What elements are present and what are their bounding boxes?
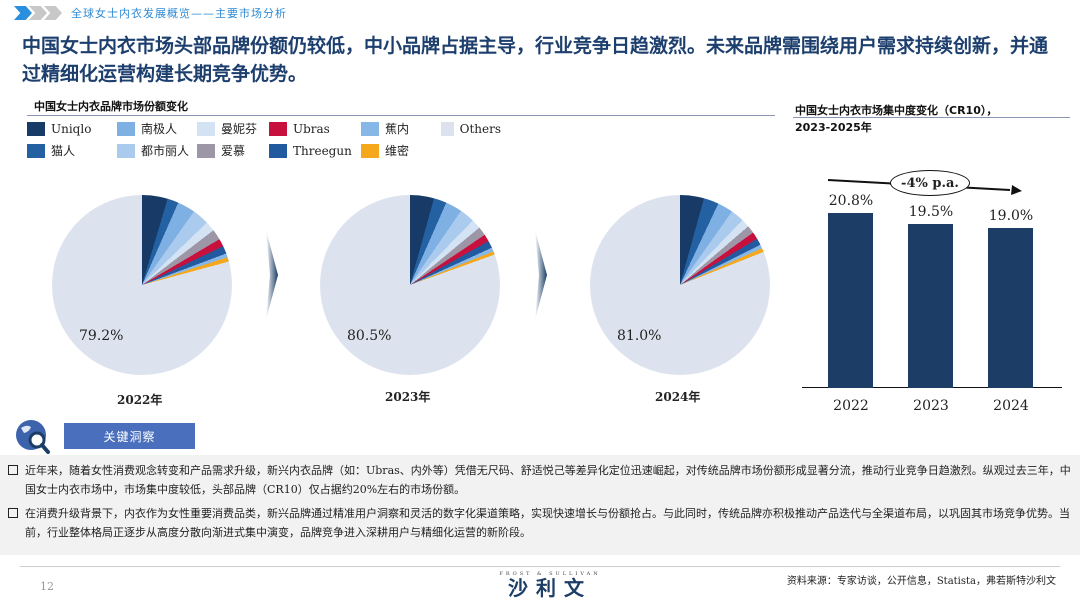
chevron-right-icon: [266, 230, 278, 320]
insight-bullet: 近年来，随着女性消费观念转变和产品需求升级，新兴内衣品牌（如：Ubras、内外等…: [8, 461, 1072, 499]
legend-item: 维密: [361, 142, 441, 159]
legend-item: Others: [441, 120, 501, 137]
legend-item: Ubras: [269, 120, 361, 137]
cagr-annotation: -4% p.a.: [890, 170, 970, 196]
legend-label: 都市丽人: [141, 144, 190, 158]
legend-label: 曼妮芬: [221, 122, 258, 136]
legend-swatch: [197, 143, 215, 158]
legend-swatch: [27, 143, 45, 158]
chevron-icon: [14, 6, 32, 20]
pie-year-label: 2022年: [117, 393, 163, 407]
pie-year-label: 2024年: [655, 390, 701, 404]
company-logo: FROST & SULLIVAN 沙利文: [480, 571, 620, 599]
insight-text: 在消费升级背景下，内衣作为女性重要消费品类，新兴品牌通过精准用户洞察和灵活的数字…: [25, 507, 1070, 539]
legend-label: 猫人: [51, 144, 76, 158]
others-share-label: 80.5%: [347, 328, 392, 344]
legend-item: Uniqlo: [27, 120, 117, 137]
bar-value-label: 20.8%: [828, 193, 874, 209]
cr10-bar-chart: -4% p.a. 20.8% 2022 19.5% 2023 19.0% 2024: [790, 170, 1070, 420]
legend-label: 南极人: [141, 122, 178, 136]
legend-swatch: [269, 143, 287, 158]
source-note: 资料来源：专家访谈，公开信息，Statista，弗若斯特沙利文: [786, 576, 1056, 587]
legend-label: 维密: [385, 144, 410, 158]
legend-swatch: [197, 121, 215, 136]
legend-item: 都市丽人: [117, 142, 197, 159]
market-share-pie-2023年: 80.5%: [320, 195, 500, 375]
legend-item: 曼妮芬: [197, 120, 269, 137]
bar-2024: [988, 228, 1033, 388]
legend-swatch: [117, 143, 135, 158]
legend-swatch: [361, 121, 379, 136]
legend-label: Threegun: [293, 143, 352, 158]
pie-chart: [590, 195, 770, 375]
legend-item: 猫人: [27, 142, 117, 159]
others-share-label: 81.0%: [617, 328, 662, 344]
legend-swatch: [27, 121, 45, 136]
insights-box: 近年来，随着女性消费观念转变和产品需求升级，新兴内衣品牌（如：Ubras、内外等…: [0, 455, 1080, 555]
bar-value-label: 19.5%: [908, 203, 954, 220]
legend-swatch: [269, 121, 287, 136]
footer-divider: [20, 566, 1060, 567]
globe-search-icon: [16, 420, 50, 454]
pie-chart: [320, 195, 500, 375]
bar-category-label: 2023: [913, 398, 949, 414]
legend-label: 蕉内: [385, 122, 410, 136]
bar-category-label: 2022: [833, 398, 869, 414]
legend-item: 蕉内: [361, 120, 441, 137]
legend-item: 爱慕: [197, 142, 269, 159]
legend-item: Threegun: [269, 142, 361, 159]
pie-legend: Uniqlo 南极人 曼妮芬 Ubras 蕉内 Others 猫人 都市丽人 爱慕 Threegu…: [27, 120, 501, 159]
bar-category-label: 2024: [993, 398, 1029, 414]
legend-swatch: [441, 121, 454, 136]
page-number: 12: [40, 580, 54, 593]
legend-label: Ubras: [293, 121, 330, 136]
legend-label: Uniqlo: [51, 121, 92, 136]
legend-label: 爱慕: [221, 144, 246, 158]
divider: [793, 117, 1070, 118]
checkbox-bullet-icon: [8, 508, 18, 518]
breadcrumb: 全球女士内衣发展概览——主要市场分析: [71, 7, 287, 20]
chevron-right-icon: [535, 230, 547, 320]
market-share-pie-2024年: 81.0%: [590, 195, 770, 375]
bar-section-subtitle: 2023-2025年: [795, 121, 872, 134]
insight-bullet: 在消费升级背景下，内衣作为女性重要消费品类，新兴品牌通过精准用户洞察和灵活的数字…: [8, 504, 1072, 542]
checkbox-bullet-icon: [8, 465, 18, 475]
chevron-icon: [29, 6, 47, 20]
pie-chart: [52, 195, 232, 375]
pie-year-label: 2023年: [385, 390, 431, 404]
others-share-label: 79.2%: [79, 328, 124, 344]
key-insights-tag: 关键洞察: [64, 423, 195, 449]
bar-2022: [828, 213, 873, 388]
bar-section-title: 中国女士内衣市场集中度变化（CR10），: [795, 104, 998, 117]
logo-chinese: 沙利文: [508, 576, 592, 600]
market-share-pie-2022年: 79.2%: [52, 195, 232, 375]
legend-swatch: [361, 143, 379, 158]
pie-section-title: 中国女士内衣品牌市场份额变化: [34, 100, 188, 113]
bar-value-label: 19.0%: [988, 208, 1034, 225]
insight-text: 近年来，随着女性消费观念转变和产品需求升级，新兴内衣品牌（如：Ubras、内外等…: [25, 464, 1071, 496]
breadcrumb-bar: 全球女士内衣发展概览——主要市场分析: [14, 4, 287, 22]
page-title: 中国女士内衣市场头部品牌份额仍较低，中小品牌占据主导，行业竞争日趋激烈。未来品牌…: [22, 35, 1049, 85]
bar-2023: [908, 223, 953, 388]
legend-item: 南极人: [117, 120, 197, 137]
legend-swatch: [117, 121, 135, 136]
legend-label: Others: [459, 121, 501, 136]
logo-english: FROST & SULLIVAN: [499, 571, 601, 577]
divider: [27, 115, 775, 116]
chevron-icon: [44, 6, 62, 20]
